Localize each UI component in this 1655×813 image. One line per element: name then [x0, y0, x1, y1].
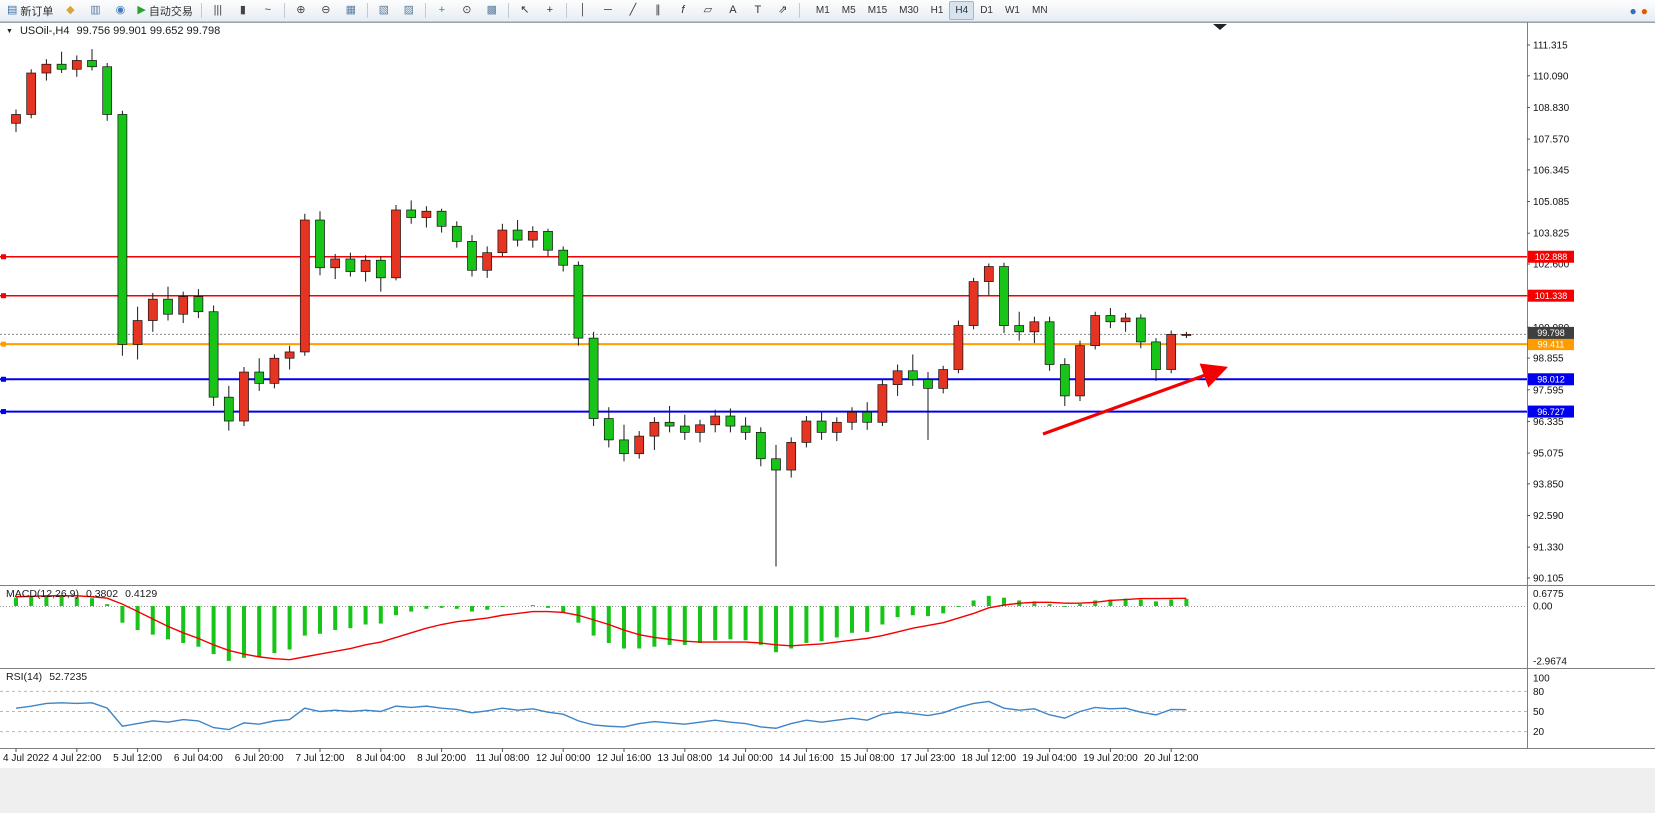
trendline-icon[interactable]: ╱ [621, 1, 645, 21]
shapes-icon[interactable]: ▱ [696, 1, 720, 21]
symbol-expand-icon[interactable]: ▼ [6, 27, 13, 35]
rsi-label: RSI(14) [6, 671, 43, 683]
templates-icon-glyph: ▩ [486, 4, 498, 16]
toolbar-separator [366, 3, 368, 18]
community-icon[interactable]: ● [1629, 3, 1637, 18]
bar-chart-icon[interactable]: ||| [206, 1, 230, 21]
vertical-line-icon[interactable]: │ [571, 1, 595, 21]
zoom-in-icon[interactable]: ⊕ [289, 1, 313, 21]
fibonacci-icon[interactable]: f [671, 1, 695, 21]
tile-windows-icon[interactable]: ▦ [339, 1, 363, 21]
text-icon[interactable]: A [721, 1, 745, 21]
candlestick-chart-icon[interactable]: ▮ [231, 1, 255, 21]
profiles-icon-glyph: ▨ [403, 4, 415, 16]
zoom-in-icon-glyph: ⊕ [296, 4, 306, 16]
line-chart-icon-glyph: ~ [264, 4, 272, 16]
arrows-icon[interactable]: ⇗ [771, 1, 795, 21]
timeframe-m15[interactable]: M15 [867, 5, 888, 16]
profiles-icon[interactable]: ▨ [397, 1, 421, 21]
timeframe-w1[interactable]: W1 [1004, 5, 1020, 16]
toolbar-separator [798, 3, 800, 18]
line-chart-icon[interactable]: ~ [256, 1, 280, 21]
timeframe-mn[interactable]: MN [1031, 5, 1048, 16]
macd-label: MACD(12,26,9) [6, 588, 79, 600]
label-icon[interactable]: T [746, 1, 770, 21]
candlestick-chart-icon-glyph: ▮ [239, 4, 246, 16]
toolbar-separator [200, 3, 202, 18]
data-window-icon[interactable]: ▥ [83, 1, 107, 21]
alert-icon[interactable]: ● [1640, 3, 1648, 18]
new-chart-icon-glyph: ▧ [378, 4, 390, 16]
horizontal-line-icon-glyph: ─ [603, 4, 612, 16]
rsi-value: 52.7235 [49, 671, 88, 683]
autotrading-glyph: ▶ [137, 4, 146, 16]
cursor-icon-glyph: ↖ [520, 4, 530, 16]
toolbar-right-icons: ● ● [1630, 5, 1653, 17]
zoom-out-icon-glyph: ⊖ [321, 4, 331, 16]
toolbar-separator [507, 3, 509, 18]
new-order-button-label: 新订单 [20, 5, 54, 18]
toolbar-separator [283, 3, 285, 18]
rsi-indicator-label: RSI(14) 52.7235 [6, 671, 87, 683]
workspace-footer [0, 768, 1655, 813]
channel-icon-glyph: ∥ [655, 4, 661, 16]
data-window-icon-glyph: ▥ [90, 4, 101, 16]
new-order-button[interactable]: ▤ 新订单 [3, 1, 57, 21]
indicators-icon-glyph: + [438, 4, 446, 16]
bar-chart-icon-glyph: ||| [213, 4, 223, 16]
cursor-icon[interactable]: ↖ [513, 1, 537, 21]
timeframe-h1[interactable]: H1 [930, 5, 944, 16]
timeframe-m30[interactable]: M30 [899, 5, 919, 16]
price-axis[interactable] [1527, 22, 1655, 748]
chart-window[interactable] [0, 22, 1655, 768]
main-toolbar: ▤ 新订单 ◆ ▥ ◉ ▶ 自动交易 ||| ▮ ~ ⊕ ⊖ ▦ ▧ ▨ + ⊙ ▩ ↖ + │ ─ ╱ ∥ f ▱ A T ⇗ M1 M5… [0, 0, 1655, 22]
vertical-line-icon-glyph: │ [579, 4, 587, 16]
timeframe-h4[interactable]: H4 [949, 1, 975, 20]
crosshair-icon-glyph: + [546, 4, 554, 16]
macd-signal-value: 0.4129 [125, 588, 158, 600]
trendline-icon-glyph: ╱ [629, 4, 637, 16]
timeframe-group: M1 M5 M15 M30 H1 H4 D1 W1 MN [810, 1, 1054, 20]
market-watch-icon[interactable]: ◆ [58, 1, 82, 21]
templates-icon[interactable]: ▩ [480, 1, 504, 21]
autotrading-button[interactable]: ▶ 自动交易 [133, 1, 196, 21]
text-icon-glyph: A [729, 4, 737, 16]
toolbar-separator [565, 3, 567, 18]
timeframe-d1[interactable]: D1 [980, 5, 993, 16]
ohlc-values: 99.756 99.901 99.652 99.798 [76, 25, 221, 37]
symbol-name: USOil-,H4 [19, 25, 70, 37]
time-axis[interactable] [0, 748, 1527, 768]
macd-main-value: 0.3802 [85, 588, 119, 600]
shapes-icon-glyph: ▱ [703, 4, 713, 16]
timeframe-m5[interactable]: M5 [841, 5, 856, 16]
periods-icon[interactable]: ⊙ [455, 1, 479, 21]
new-chart-icon[interactable]: ▧ [372, 1, 396, 21]
market-watch-icon-glyph: ◆ [66, 4, 75, 16]
chart-title-row: ▼ USOil-,H4 99.756 99.901 99.652 99.798 [6, 25, 220, 37]
horizontal-line-icon[interactable]: ─ [596, 1, 620, 21]
timeframe-m1[interactable]: M1 [815, 5, 830, 16]
channel-icon[interactable]: ∥ [646, 1, 670, 21]
macd-indicator-label: MACD(12,26,9) 0.3802 0.4129 [6, 588, 157, 600]
autotrading-button-label: 自动交易 [148, 5, 193, 18]
toolbar-separator [424, 3, 426, 18]
periods-icon-glyph: ⊙ [462, 4, 472, 16]
new-order-glyph: ▤ [7, 4, 18, 16]
label-icon-glyph: T [754, 4, 762, 16]
crosshair-icon[interactable]: + [538, 1, 562, 21]
fibonacci-icon-glyph: f [681, 4, 685, 16]
sound-icon-glyph: ◉ [115, 4, 126, 16]
indicators-icon[interactable]: + [430, 1, 454, 21]
arrows-icon-glyph: ⇗ [778, 4, 788, 16]
zoom-out-icon[interactable]: ⊖ [314, 1, 338, 21]
tile-windows-icon-glyph: ▦ [345, 4, 357, 16]
sound-icon[interactable]: ◉ [108, 1, 132, 21]
